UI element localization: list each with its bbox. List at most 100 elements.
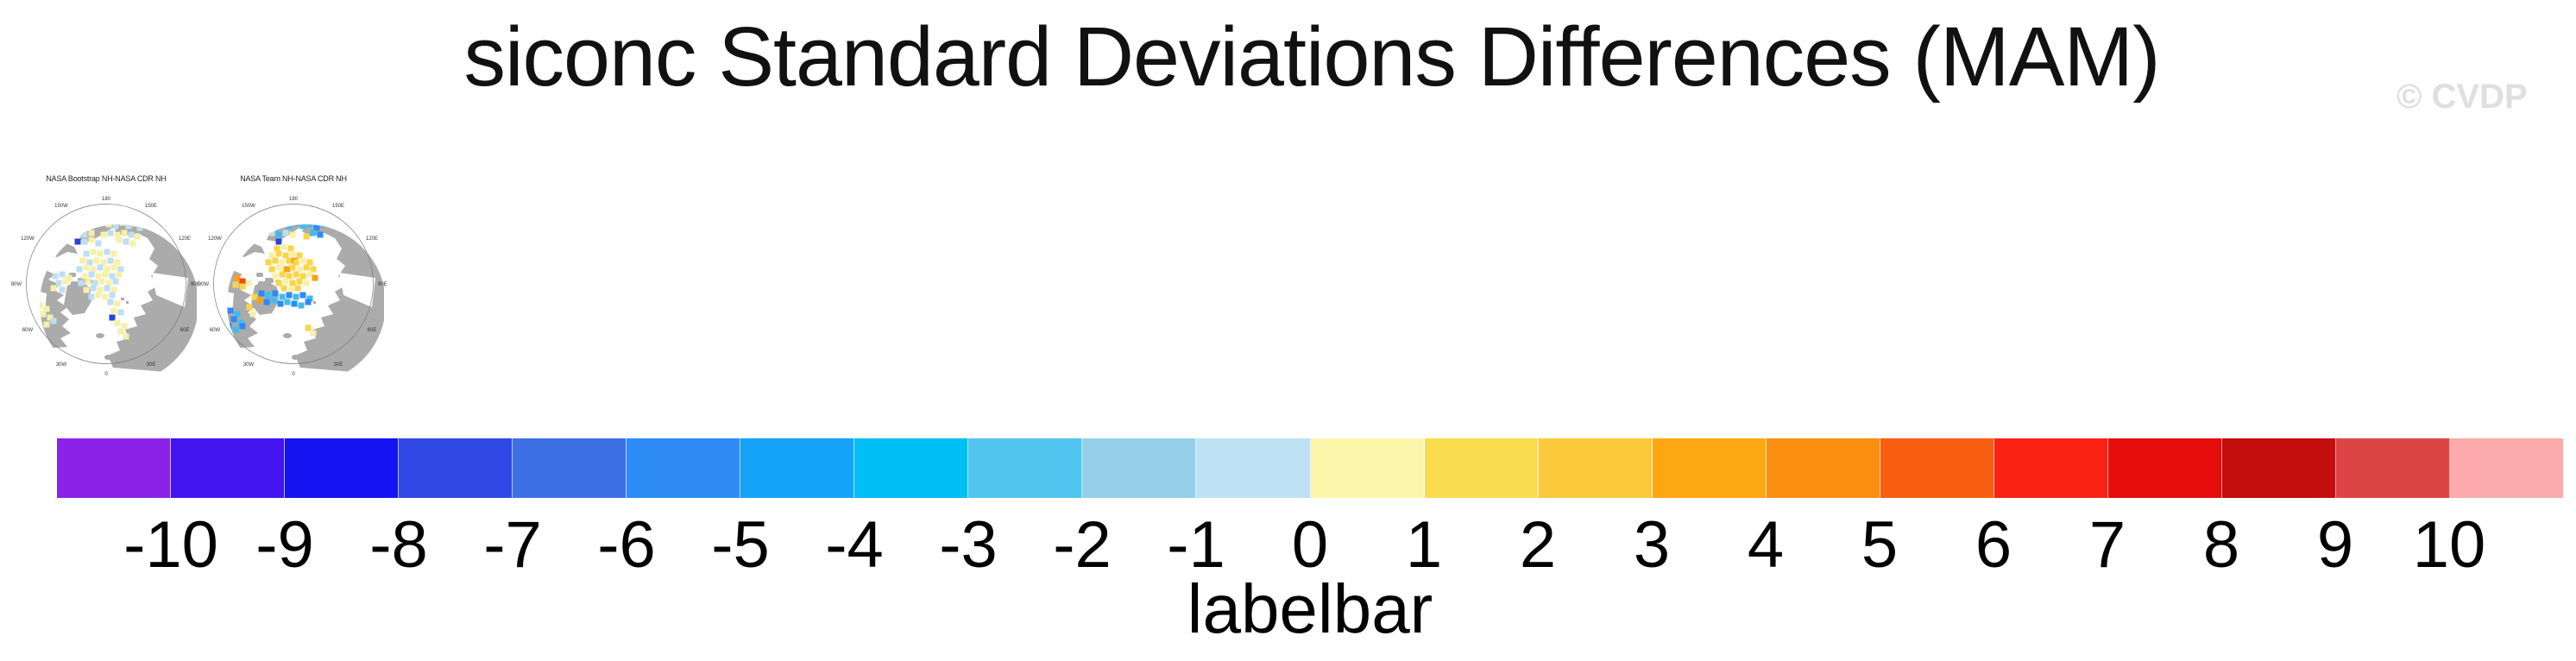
difference-cell — [239, 278, 246, 285]
difference-cell — [81, 238, 88, 245]
colorbar-cell — [1766, 438, 1880, 498]
map-boundary-circle — [26, 204, 186, 364]
difference-cell — [88, 236, 95, 243]
difference-cell — [275, 280, 282, 286]
colorbar-tick: -10 — [123, 508, 218, 582]
colorbar-cell — [1880, 438, 1994, 498]
figure-title: siconc Standard Deviations Differences (… — [463, 9, 2160, 104]
difference-cell — [107, 230, 114, 236]
difference-cell — [88, 271, 95, 278]
difference-cell — [289, 250, 296, 257]
difference-cell — [296, 252, 303, 259]
difference-cell — [251, 293, 258, 300]
difference-cell — [312, 274, 318, 281]
difference-cell — [104, 266, 110, 273]
difference-cell — [265, 224, 272, 228]
land-greenland — [64, 280, 91, 315]
colorbar-cell — [627, 438, 741, 498]
lon-label: 30E — [334, 362, 343, 368]
difference-cell — [86, 259, 93, 266]
land-greenland — [251, 280, 279, 315]
difference-cell — [306, 259, 313, 266]
difference-cell — [110, 250, 117, 257]
map-boundary-circle — [213, 204, 374, 364]
difference-cell — [81, 231, 88, 238]
difference-cell — [109, 292, 116, 299]
colorbar-tick: -6 — [597, 508, 656, 582]
polar-map-nasa-bootstrap: 180 150W 150E 120W 120E 90W 90E 60W 60E 30W 30E 0 — [11, 197, 200, 377]
land-british-isles — [292, 355, 299, 360]
difference-cell — [71, 224, 78, 228]
difference-cell — [123, 238, 129, 245]
lon-label: 60W — [22, 328, 34, 333]
difference-cell — [114, 259, 121, 266]
difference-cell — [246, 304, 253, 311]
difference-cell — [74, 230, 81, 236]
sea-barents — [152, 273, 188, 307]
colorbar-cell — [513, 438, 627, 498]
difference-cell — [129, 240, 136, 247]
colorbar-tick: 6 — [1975, 508, 2012, 582]
difference-cell — [310, 330, 317, 337]
difference-cell — [286, 257, 293, 264]
difference-cell — [95, 273, 102, 280]
lon-label: 60W — [210, 328, 221, 333]
difference-cell — [128, 231, 135, 238]
difference-cell — [265, 292, 272, 299]
difference-cell — [125, 224, 132, 230]
difference-cell — [116, 271, 123, 278]
difference-cell — [134, 233, 141, 240]
difference-cell — [100, 259, 107, 266]
land-svalbard — [126, 301, 129, 304]
difference-cell — [272, 257, 279, 264]
land-svalbard — [313, 301, 316, 304]
lon-label: 90E — [191, 282, 200, 287]
difference-cell — [136, 224, 143, 231]
difference-cell — [50, 318, 57, 324]
lon-label: 120E — [179, 236, 191, 242]
difference-cell — [270, 297, 277, 304]
difference-cell — [59, 271, 66, 278]
difference-cell — [121, 230, 128, 236]
difference-cell — [306, 224, 313, 228]
difference-cell — [97, 286, 104, 293]
difference-cell — [97, 250, 104, 257]
difference-cell — [284, 266, 291, 273]
difference-cell — [110, 286, 117, 293]
difference-cell — [83, 264, 90, 271]
difference-cell — [306, 295, 313, 302]
difference-cell — [59, 286, 66, 293]
difference-cell — [85, 278, 91, 285]
difference-cell — [98, 224, 105, 225]
difference-cell — [88, 230, 95, 236]
colorbar-tick: 3 — [1633, 508, 1671, 582]
lon-label: 150W — [54, 204, 68, 209]
difference-cell — [112, 278, 119, 285]
difference-cell — [40, 302, 43, 309]
sea-barents — [339, 273, 375, 307]
difference-cell — [306, 271, 313, 278]
difference-cell — [116, 236, 123, 243]
colorbar-tick: -1 — [1167, 508, 1225, 582]
difference-cell — [95, 292, 102, 299]
difference-cell — [305, 299, 312, 305]
difference-cell — [40, 311, 47, 318]
land-british-isles — [104, 355, 111, 360]
difference-cell — [298, 302, 305, 309]
difference-cell — [95, 240, 102, 247]
difference-cell — [293, 293, 299, 300]
difference-cell — [282, 230, 289, 236]
polar-map-nasa-team: 180 150W 150E 120W 120E 90W 90E 60W 60E 30W 30E 0 — [198, 197, 387, 377]
difference-cell — [289, 280, 296, 286]
lon-label: 150E — [145, 204, 157, 209]
difference-cell — [286, 224, 293, 230]
difference-cell — [117, 266, 124, 273]
difference-cell — [272, 273, 279, 280]
colorbar-cell — [968, 438, 1083, 498]
difference-cell — [293, 259, 299, 266]
difference-cell — [286, 273, 293, 280]
lon-label: 180 — [102, 197, 111, 202]
colorbar-tick: -8 — [369, 508, 428, 582]
difference-cell — [279, 293, 286, 300]
difference-cell — [287, 245, 294, 252]
